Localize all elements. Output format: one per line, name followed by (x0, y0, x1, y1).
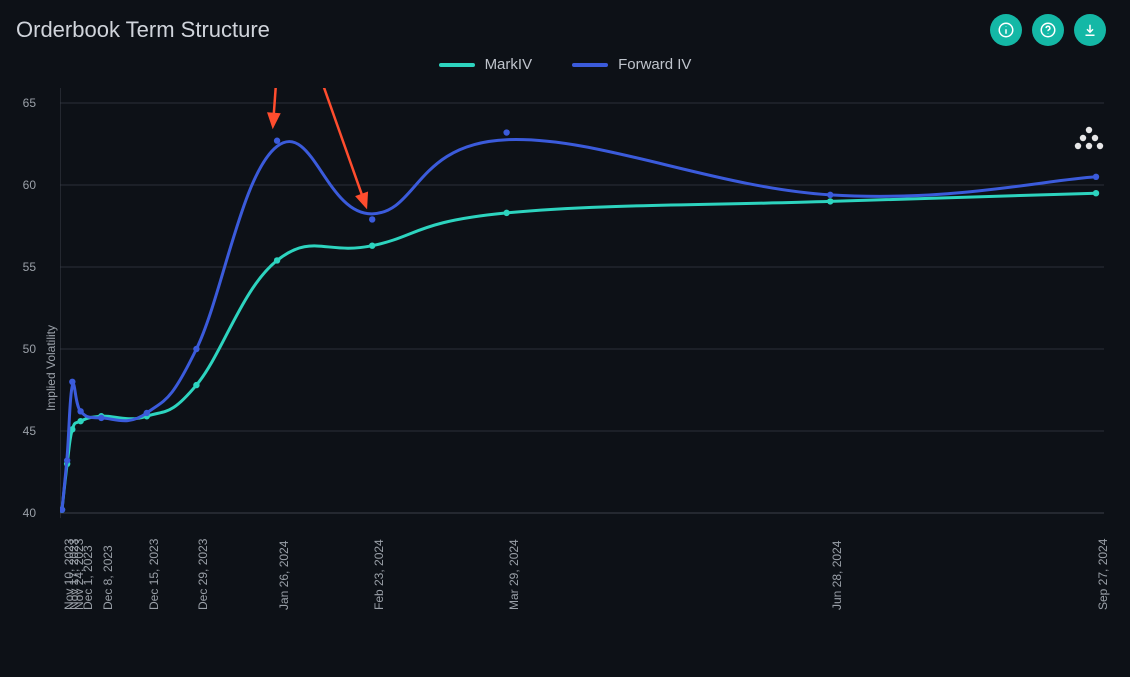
data-point[interactable] (193, 382, 199, 388)
chart-panel: Orderbook Term Structure MarkIV Forward … (0, 0, 1130, 677)
legend-item-forwardiv[interactable]: Forward IV (572, 56, 691, 73)
x-tick-label: Sep 27, 2024 (1096, 539, 1110, 610)
x-tick-label: Mar 29, 2024 (507, 539, 521, 610)
legend: MarkIV Forward IV (0, 52, 1130, 73)
legend-swatch (439, 63, 475, 67)
x-tick-label: Dec 1, 2023 (81, 545, 95, 610)
info-icon[interactable] (990, 14, 1022, 46)
legend-item-markiv[interactable]: MarkIV (439, 56, 533, 73)
data-point[interactable] (369, 242, 375, 248)
legend-label: Forward IV (618, 56, 691, 73)
legend-swatch (572, 63, 608, 67)
y-tick-label: 40 (23, 506, 36, 520)
panel-header: Orderbook Term Structure (0, 0, 1130, 52)
data-point[interactable] (274, 138, 280, 144)
series-Forward IV (62, 140, 1096, 510)
x-tick-label: Dec 15, 2023 (147, 539, 161, 610)
y-axis-label: Implied Volatility (44, 325, 58, 411)
x-tick-label: Dec 29, 2023 (196, 539, 210, 610)
data-point[interactable] (64, 457, 70, 463)
data-point[interactable] (1093, 174, 1099, 180)
annotation-arrowhead (269, 114, 279, 126)
data-point[interactable] (274, 257, 280, 263)
annotation-arrow (295, 88, 366, 206)
icon-toolbar (990, 14, 1106, 46)
y-tick-label: 55 (23, 260, 36, 274)
data-point[interactable] (77, 418, 83, 424)
data-point[interactable] (98, 415, 104, 421)
data-point[interactable] (69, 379, 75, 385)
page-title: Orderbook Term Structure (16, 17, 270, 43)
x-tick-label: Jun 28, 2024 (830, 541, 844, 610)
annotation-arrowhead (357, 193, 366, 206)
data-point[interactable] (503, 129, 509, 135)
chart-area: Implied Volatility 40 45 50 55 60 65 Nov 10, … (0, 88, 1130, 648)
data-point[interactable] (503, 210, 509, 216)
data-point[interactable] (369, 216, 375, 222)
y-tick-label: 60 (23, 178, 36, 192)
help-icon[interactable] (1032, 14, 1064, 46)
data-point[interactable] (144, 410, 150, 416)
data-point[interactable] (193, 346, 199, 352)
legend-label: MarkIV (485, 56, 533, 73)
download-icon[interactable] (1074, 14, 1106, 46)
data-point[interactable] (827, 198, 833, 204)
data-point[interactable] (827, 192, 833, 198)
y-tick-label: 65 (23, 96, 36, 110)
data-point[interactable] (60, 507, 65, 513)
y-tick-label: 50 (23, 342, 36, 356)
watermark-icon (1074, 126, 1104, 155)
data-point[interactable] (77, 408, 83, 414)
y-tick-label: 45 (23, 424, 36, 438)
x-axis-ticks: Nov 10, 2023Nov 17, 2023Nov 24, 2023Dec … (0, 528, 1130, 648)
series-MarkIV (62, 193, 1096, 510)
x-tick-label: Dec 8, 2023 (101, 545, 115, 610)
x-tick-label: Feb 23, 2024 (372, 539, 386, 610)
x-tick-label: Jan 26, 2024 (277, 541, 291, 610)
chart-svg[interactable] (60, 88, 1104, 532)
data-point[interactable] (1093, 190, 1099, 196)
